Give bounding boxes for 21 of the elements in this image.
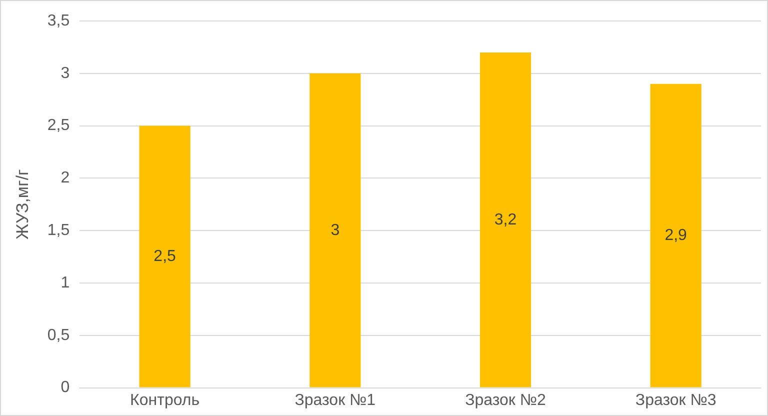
data-label: 2,5 xyxy=(154,248,176,265)
x-tick-label: Зразок №2 xyxy=(465,392,546,409)
y-tick-label: 1,5 xyxy=(47,222,70,240)
data-label: 3,2 xyxy=(494,211,517,228)
bar xyxy=(139,126,190,388)
y-tick-label: 2 xyxy=(60,170,70,187)
bar xyxy=(480,52,532,388)
x-tick-label: Контроль xyxy=(130,392,200,409)
y-tick-label: 0 xyxy=(60,379,70,396)
y-tick-label: 0,5 xyxy=(47,326,70,344)
y-tick-label: 2,5 xyxy=(47,117,70,134)
y-tick-label: 3,5 xyxy=(47,12,70,30)
data-label: 3 xyxy=(330,222,340,239)
y-tick-label: 1 xyxy=(60,274,70,292)
y-axis-title: ЖУЗ,мг/г xyxy=(12,169,32,240)
bar xyxy=(650,84,702,388)
x-tick-label: Зразок №3 xyxy=(635,392,716,409)
data-label: 2,9 xyxy=(664,226,688,244)
bar xyxy=(310,73,361,388)
x-tick-label: Зразок №1 xyxy=(294,392,376,409)
y-tick-label: 3 xyxy=(60,64,70,82)
